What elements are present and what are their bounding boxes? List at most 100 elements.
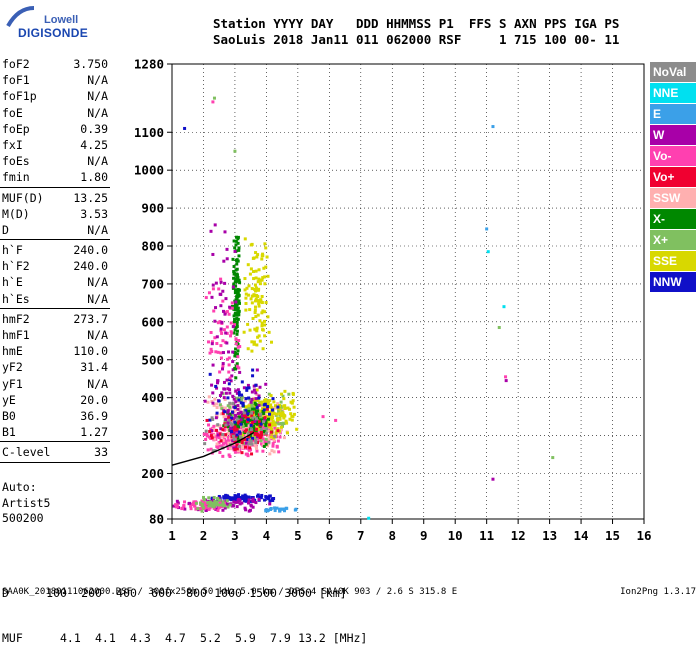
data-point	[210, 340, 214, 344]
data-point	[209, 434, 213, 438]
data-point	[226, 425, 230, 429]
data-point	[279, 414, 283, 418]
data-point	[224, 331, 228, 335]
data-point	[247, 498, 251, 502]
data-point	[234, 400, 238, 404]
data-point	[260, 493, 264, 497]
data-point	[277, 409, 281, 413]
data-point	[212, 424, 216, 428]
data-point	[232, 437, 236, 441]
data-point	[227, 416, 231, 420]
data-point	[243, 433, 247, 437]
data-point	[247, 428, 251, 432]
data-point	[242, 419, 246, 423]
param-value: N/A	[87, 291, 108, 306]
data-point	[236, 407, 240, 411]
data-point	[209, 229, 213, 233]
data-point	[253, 419, 257, 423]
data-point	[288, 407, 292, 411]
data-point	[214, 350, 218, 354]
data-point	[221, 500, 225, 504]
data-point	[250, 340, 254, 344]
data-point	[264, 265, 268, 269]
data-point	[218, 451, 222, 455]
data-point	[193, 502, 197, 506]
data-point	[243, 421, 247, 425]
data-point	[267, 438, 271, 442]
data-point	[231, 350, 235, 354]
data-point	[250, 301, 254, 305]
data-point	[291, 399, 295, 403]
data-point	[243, 237, 247, 241]
data-point	[283, 406, 287, 410]
param-label: foF1	[2, 73, 30, 88]
data-point	[216, 321, 220, 325]
data-point	[279, 421, 283, 425]
data-point	[210, 399, 214, 403]
data-point	[271, 442, 275, 446]
data-point	[232, 264, 236, 268]
data-point	[235, 352, 239, 356]
data-point	[227, 312, 231, 316]
data-point	[257, 439, 261, 443]
distance-unit: [km]	[318, 586, 347, 600]
data-point	[244, 415, 248, 419]
data-point	[253, 421, 257, 425]
data-point	[250, 404, 254, 408]
data-point	[234, 500, 238, 504]
data-point	[243, 288, 247, 292]
data-point	[260, 405, 264, 409]
data-point	[238, 498, 242, 502]
data-point	[283, 389, 287, 393]
data-point	[270, 428, 274, 432]
data-point	[232, 239, 236, 243]
y-tick-label: 1100	[134, 125, 164, 140]
data-point	[255, 368, 259, 372]
param-label: D	[2, 222, 9, 237]
data-point	[221, 508, 225, 512]
data-point	[231, 401, 235, 405]
data-point	[251, 407, 255, 411]
data-point	[214, 413, 218, 417]
data-point	[257, 304, 261, 308]
muf-value: 4.1	[60, 631, 81, 645]
data-point	[264, 437, 268, 441]
data-point	[261, 409, 265, 413]
data-point	[221, 411, 225, 415]
data-point	[258, 319, 262, 323]
data-point	[278, 404, 282, 408]
data-point	[256, 313, 260, 317]
data-point	[240, 414, 244, 418]
data-point	[256, 409, 260, 413]
data-point	[208, 506, 212, 510]
data-point	[240, 393, 244, 397]
param-value: 33	[94, 445, 108, 460]
legend-item-nne: NNE	[650, 82, 696, 103]
data-point	[266, 434, 270, 438]
param-label: yE	[2, 392, 16, 407]
data-point	[238, 406, 242, 410]
data-point	[207, 291, 211, 295]
auto-artist: Artist5	[2, 495, 51, 510]
data-point	[246, 454, 250, 458]
data-point	[251, 497, 255, 501]
data-point	[234, 437, 238, 441]
data-point	[266, 417, 270, 421]
x-tick-label: 14	[574, 528, 589, 543]
data-point	[222, 387, 226, 391]
data-point	[258, 278, 262, 282]
data-point	[257, 268, 261, 272]
data-point	[235, 366, 239, 370]
data-point	[268, 412, 272, 416]
data-point	[238, 430, 242, 434]
data-point	[174, 503, 178, 507]
header-line-2: SaoLuis 2018 Jan11 011 062000 RSF 1 715 …	[213, 32, 620, 47]
data-point	[270, 449, 274, 453]
data-point	[290, 401, 294, 405]
data-point	[213, 499, 217, 503]
distance-value: 3000	[284, 586, 312, 600]
data-point	[282, 509, 286, 513]
data-point	[228, 439, 232, 443]
data-point	[264, 421, 268, 425]
data-point-outlier	[212, 96, 216, 100]
